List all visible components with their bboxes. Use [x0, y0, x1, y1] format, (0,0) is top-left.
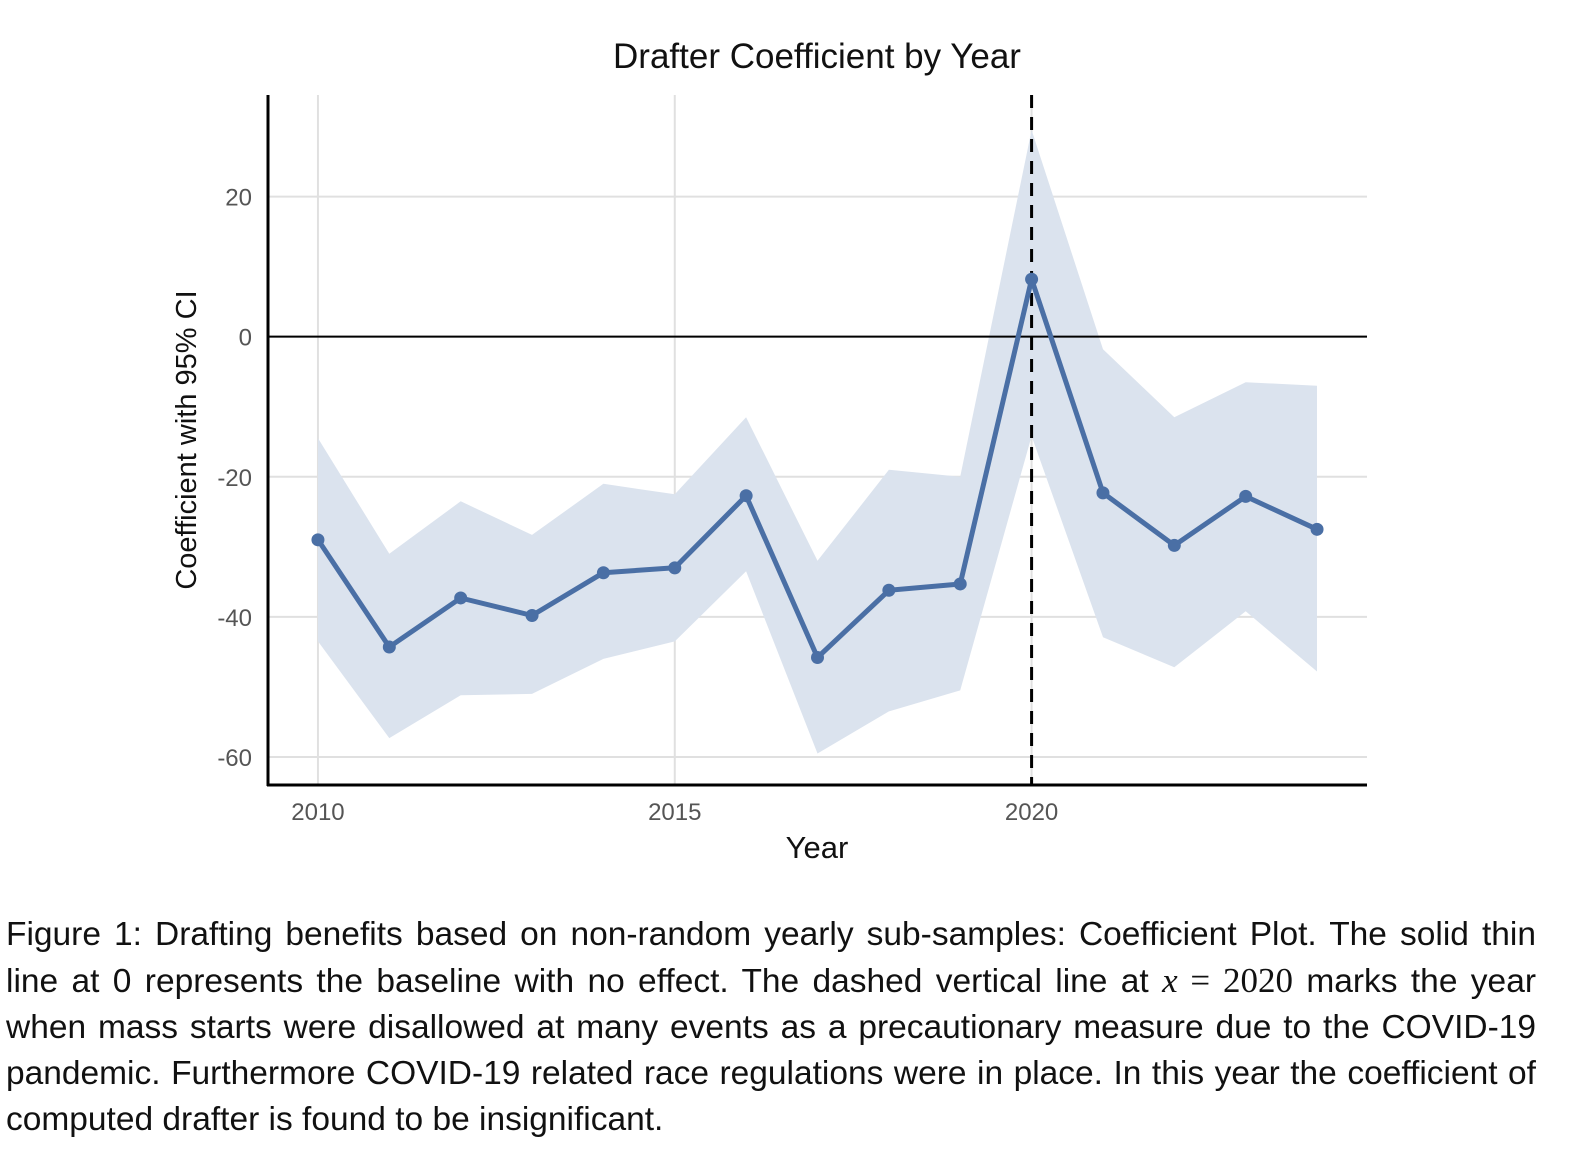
chart-title: Drafter Coefficient by Year	[613, 37, 1021, 76]
data-point-2019	[953, 577, 967, 591]
data-point-2013	[525, 608, 539, 622]
data-point-2024	[1310, 522, 1324, 536]
caption-text-end: marks the year when mass starts were dis…	[6, 963, 1536, 1138]
y-tick-label: 20	[225, 185, 252, 212]
caption-math: x = 2020	[1162, 961, 1293, 1000]
data-point-2012	[454, 591, 468, 605]
data-point-2022	[1167, 538, 1181, 552]
caption-text-start: Figure 1: Drafting benefits based on non…	[6, 916, 1536, 1000]
x-tick-label: 2015	[648, 799, 701, 826]
x-axis-label: Year	[786, 830, 849, 865]
data-point-2018	[882, 583, 896, 597]
data-point-2014	[596, 566, 610, 580]
y-tick-label: 0	[239, 325, 252, 352]
caption-math-val: 2020	[1222, 961, 1293, 1000]
data-point-2015	[668, 561, 682, 575]
caption-math-eq: =	[1177, 961, 1223, 1000]
tick-labels: -60 -40 -20 0 20 2010 2015 2020	[217, 185, 1058, 826]
x-tick-label: 2010	[291, 799, 344, 826]
coefficient-chart: -60 -40 -20 0 20 2010 2015 2020 Drafter Coeffic…	[171, 37, 1367, 865]
data-point-2023	[1239, 489, 1253, 503]
y-axis-label: Coefficient with 95% CI	[171, 290, 203, 589]
data-point-2010	[311, 533, 325, 547]
caption-math-var: x	[1162, 961, 1178, 1000]
data-point-2011	[382, 640, 396, 654]
series	[311, 272, 1324, 665]
y-tick-label: -40	[217, 605, 252, 632]
x-tick-label: 2020	[1005, 799, 1058, 826]
data-point-2016	[739, 489, 753, 503]
y-tick-label: -20	[217, 465, 252, 492]
figure-caption: Figure 1: Drafting benefits based on non…	[6, 912, 1536, 1143]
confidence-band	[318, 130, 1317, 754]
data-point-2017	[811, 651, 824, 665]
data-point-2020	[1025, 272, 1039, 286]
data-point-2021	[1096, 486, 1110, 500]
y-tick-label: -60	[217, 745, 252, 772]
axes	[266, 95, 1367, 787]
